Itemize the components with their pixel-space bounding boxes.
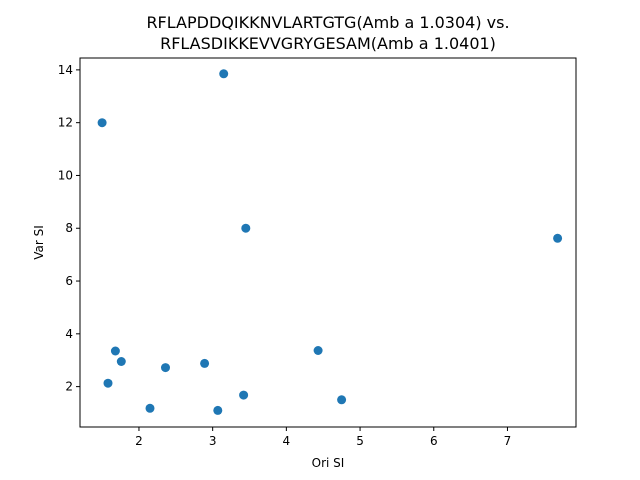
data-point-2 <box>241 223 251 233</box>
y-tick-label-6: 14 <box>58 63 73 77</box>
data-point-8 <box>200 358 210 368</box>
x-tick-label-0: 2 <box>135 434 143 448</box>
y-tick-label-1: 4 <box>65 327 73 341</box>
x-tick-label-2: 4 <box>283 434 291 448</box>
data-point-12 <box>145 403 155 413</box>
plot-area <box>97 69 563 415</box>
chart-title-line-2: RFLASDIKKEVVGRYGESAM(Amb a 1.0401) <box>160 34 496 53</box>
axes-frame <box>79 57 577 428</box>
y-tick-label-3: 8 <box>65 221 73 235</box>
data-point-5 <box>313 346 323 355</box>
data-point-3 <box>553 233 563 243</box>
y-tick-label-5: 12 <box>58 116 73 130</box>
x-axis-label: Ori SI <box>312 456 345 470</box>
x-tick-label-1: 3 <box>209 434 217 448</box>
y-tick-label-2: 6 <box>65 274 73 288</box>
data-point-7 <box>161 363 170 373</box>
data-point-10 <box>239 390 249 400</box>
data-point-6 <box>116 357 126 366</box>
data-point-9 <box>103 378 113 388</box>
y-tick-label-4: 10 <box>58 168 73 182</box>
x-axis: 2 3 4 5 6 7 <box>135 427 511 448</box>
y-axis-label: Var SI <box>32 225 46 260</box>
x-tick-label-5: 7 <box>504 434 512 448</box>
x-tick-label-4: 6 <box>430 434 438 448</box>
y-tick-label-0: 2 <box>65 380 73 394</box>
y-axis: 2 4 6 8 10 12 14 <box>58 63 80 394</box>
data-point-11 <box>337 395 347 405</box>
data-point-4 <box>110 346 120 356</box>
chart-title-line-1: RFLAPDDQIKKNVLARTGTG(Amb a 1.0304) vs. <box>146 13 509 32</box>
x-tick-label-3: 5 <box>356 434 364 448</box>
data-point-13 <box>213 405 223 415</box>
data-point-1 <box>97 118 107 128</box>
data-point-0 <box>219 69 229 79</box>
